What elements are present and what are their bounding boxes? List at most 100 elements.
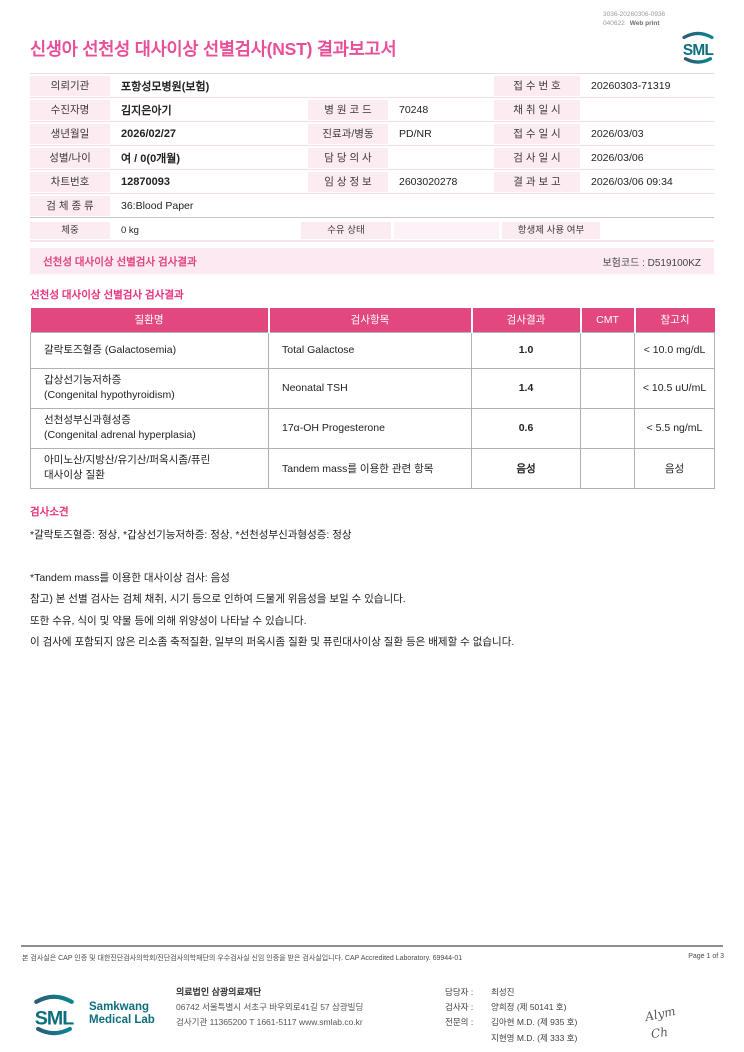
results-header-item: 검사항목 xyxy=(267,308,472,332)
findings-section: 검사소견 *갈락토즈혈증: 정상, *갑상선기능저하증: 정상, *선천성부신과… xyxy=(30,504,714,654)
staff-row: 담당자 : 최성진 xyxy=(445,985,577,1000)
table-row: 차트번호 12870093 임 상 정 보 2603020278 결 과 보 고… xyxy=(30,170,714,194)
svg-text:SML: SML xyxy=(683,42,714,59)
table-row: 선천성부신과형성증 (Congenital adrenal hyperplasia… xyxy=(30,407,715,449)
cell-result: 음성 xyxy=(471,447,581,489)
signature-2: Ch xyxy=(650,1024,669,1042)
patient-info-table: 의뢰기관 포항성모병원(보험) 접 수 번 호 20260303-71319 수… xyxy=(30,73,714,218)
lab-name: Samkwang Medical Lab xyxy=(89,1001,155,1027)
field-value-clinical-info: 2603020278 xyxy=(399,175,458,188)
field-label-doctor: 담 당 의 사 xyxy=(308,147,388,168)
cell-test-item: 17α-OH Progesterone xyxy=(268,407,472,449)
field-value-birthdate: 2026/02/27 xyxy=(121,127,177,140)
results-section-title: 선천성 대사이상 선별검사 검사결과 xyxy=(30,289,184,301)
findings-title: 검사소견 xyxy=(30,505,69,518)
table-row: 의뢰기관 포항성모병원(보험) 접 수 번 호 20260303-71319 xyxy=(30,74,714,98)
cell-reference: < 10.5 uU/mL xyxy=(634,367,715,409)
cell-disease-name: 갑상선기능저하증 (Congenital hypothyroidism) xyxy=(30,367,269,409)
cell-test-item: Tandem mass를 이용한 관련 항목 xyxy=(268,447,472,489)
field-label-specimen-type: 검 체 종 류 xyxy=(30,195,110,216)
field-label-receipt-date: 접 수 일 시 xyxy=(494,123,580,144)
cell-disease-name: 갈락토즈혈증 (Galactosemia) xyxy=(30,331,269,369)
lab-name-line2: Medical Lab xyxy=(89,1014,155,1026)
staff-row: 전문의 : 김아현 M.D. (제 935 호) xyxy=(445,1015,577,1030)
field-label-collection-time: 채 취 일 시 xyxy=(494,99,580,120)
field-label-clinical-info: 임 상 정 보 xyxy=(308,171,388,192)
field-label-antibiotic-use: 항생제 사용 여부 xyxy=(502,221,600,239)
table-row: 생년월일 2026/02/27 진료과/병동 PD/NR 접 수 일 시 202… xyxy=(30,122,714,146)
field-value-patient-name: 김지은아기 xyxy=(121,104,172,117)
results-header-cmt: CMT xyxy=(579,308,635,332)
footer-divider xyxy=(21,945,723,947)
finding-line xyxy=(30,546,714,568)
staff-value: 최성진 xyxy=(491,987,515,997)
field-label-feeding-status: 수유 상태 xyxy=(301,221,391,239)
results-header-disease: 질환명 xyxy=(30,308,269,332)
field-label-department: 진료과/병동 xyxy=(308,123,388,144)
cell-cmt xyxy=(580,447,635,489)
field-value-receipt-no: 20260303-71319 xyxy=(591,79,671,92)
staff-info: 담당자 : 최성진 검사자 : 양희정 (제 50141 호) 전문의 : 김아현 M… xyxy=(445,985,577,1046)
field-label-receipt-no: 접 수 번 호 xyxy=(494,75,580,96)
page-title: 신생아 선천성 대사이상 선별검사(NST) 결과보고서 xyxy=(30,39,397,59)
staff-value: 김아현 M.D. (제 935 호) xyxy=(491,1017,578,1028)
field-label-weight: 체중 xyxy=(30,221,110,239)
svg-text:SML: SML xyxy=(35,1007,75,1029)
banner-title: 선천성 대사이상 선별검사 검사결과 xyxy=(43,255,197,268)
staff-row: 검사자 : 양희정 (제 50141 호) xyxy=(445,1000,577,1015)
cell-test-item: Total Galactose xyxy=(268,331,472,369)
print-code-line2: 040622 Web print xyxy=(603,20,665,29)
results-table: 질환명 검사항목 검사결과 CMT 참고치 갈락토즈혈증 (Galactosem… xyxy=(30,308,715,489)
field-label-sex-age: 성별/나이 xyxy=(30,147,110,168)
cell-disease-name: 선천성부신과형성증 (Congenital adrenal hyperplasia… xyxy=(30,407,269,449)
print-mode: Web print xyxy=(629,19,660,27)
company-address: 06742 서울특별시 서초구 바우뫼로41길 57 삼광빌딩 xyxy=(176,1002,364,1012)
field-label-report-date: 결 과 보 고 xyxy=(494,171,580,192)
finding-line: 이 검사에 포함되지 않은 리소좀 축적질환, 일부의 퍼옥시좀 질환 및 퓨린… xyxy=(30,636,515,648)
company-name: 의료법인 삼광의료재단 xyxy=(176,987,262,997)
staff-label: 담당자 : xyxy=(445,987,474,997)
table-row: 수진자명 김지은아기 병 원 코 드 70248 채 취 일 시 xyxy=(30,98,714,122)
company-info: 의료법인 삼광의료재단 06742 서울특별시 서초구 바우뫼로41길 57 삼… xyxy=(176,985,363,1030)
table-row: 검 체 종 류 36:Blood Paper xyxy=(30,194,714,218)
field-label-chart-no: 차트번호 xyxy=(30,171,110,192)
field-value-hospital-code: 70248 xyxy=(399,103,429,116)
cell-result: 1.0 xyxy=(471,331,581,369)
cell-reference: < 5.5 ng/mL xyxy=(634,407,715,449)
finding-line: *갈락토즈혈증: 정상, *갑상선기능저하증: 정상, *선천성부신과형성증: … xyxy=(30,528,352,541)
result-section-banner: 선천성 대사이상 선별검사 검사결과 보험코드 : D519100KZ xyxy=(30,248,714,274)
field-value-feeding-status xyxy=(394,221,499,239)
field-value-weight: 0 kg xyxy=(121,224,139,236)
table-row: 성별/나이 여 / 0(0개월) 담 당 의 사 검 사 일 시 2026/03… xyxy=(30,146,714,170)
cell-reference: 음성 xyxy=(634,447,715,489)
field-label-referring-org: 의뢰기관 xyxy=(30,75,110,96)
insurance-code: 보험코드 : D519100KZ xyxy=(602,257,701,269)
field-value-report-date: 2026/03/06 09:34 xyxy=(591,175,673,188)
results-header-reference: 참고치 xyxy=(633,308,715,332)
results-header-result: 검사결과 xyxy=(470,308,581,332)
field-value-chart-no: 12870093 xyxy=(121,175,170,188)
lab-name-line1: Samkwang xyxy=(89,1001,150,1013)
disease-name-line2: (Congenital adrenal hyperplasia) xyxy=(44,429,196,441)
staff-value: 지현영 M.D. (제 333 호) xyxy=(491,1032,578,1043)
footer-logo: SML Samkwang Medical Lab xyxy=(26,990,155,1038)
disease-name-line1: 갑상선기능저하증 xyxy=(44,374,122,386)
cell-cmt xyxy=(580,367,635,409)
cell-cmt xyxy=(580,407,635,449)
print-code2: 040622 xyxy=(603,19,625,27)
field-label-birthdate: 생년월일 xyxy=(30,123,110,144)
disease-name-line1: 갈락토즈혈증 (Galactosemia) xyxy=(44,343,177,356)
staff-value: 양희정 (제 50141 호) xyxy=(491,1002,567,1013)
cell-reference: < 10.0 mg/dL xyxy=(634,331,715,369)
table-row: 갈락토즈혈증 (Galactosemia) Total Galactose 1.… xyxy=(30,331,715,369)
disease-name-line2: (Congenital hypothyroidism) xyxy=(44,389,175,401)
field-label-patient-name: 수진자명 xyxy=(30,99,110,120)
staff-label: 전문의 : xyxy=(445,1017,474,1028)
field-label-hospital-code: 병 원 코 드 xyxy=(308,99,388,120)
cell-result: 1.4 xyxy=(471,367,581,409)
finding-line: 또한 수유, 식이 및 약물 등에 의해 위양성이 나타날 수 있습니다. xyxy=(30,614,307,627)
cell-result: 0.6 xyxy=(471,407,581,449)
field-value-department: PD/NR xyxy=(399,127,432,140)
cell-test-item: Neonatal TSH xyxy=(268,367,472,409)
